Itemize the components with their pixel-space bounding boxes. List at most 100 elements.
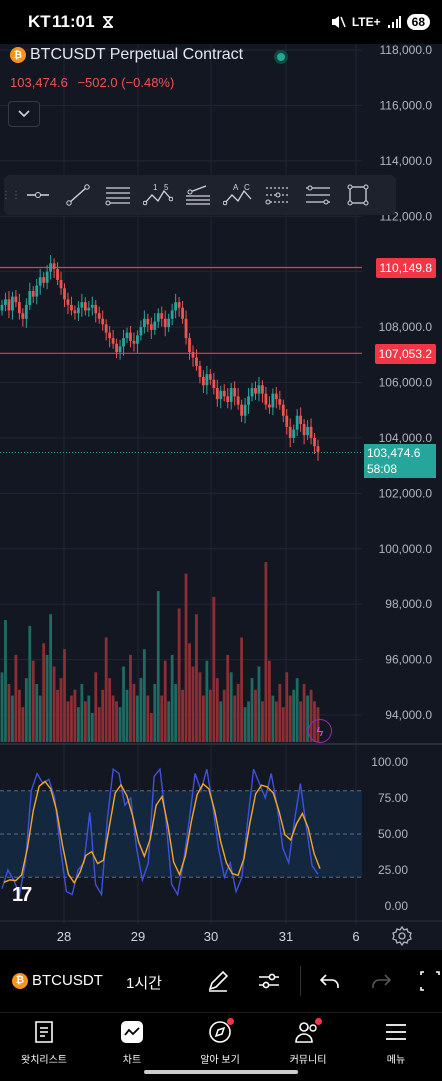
candle-body xyxy=(233,388,237,397)
candle-body xyxy=(118,346,122,353)
volume-bar xyxy=(156,591,160,742)
price-tick-label: 96,000.0 xyxy=(385,653,432,667)
undo-button[interactable] xyxy=(317,968,343,994)
status-time: 11:01 xyxy=(52,12,95,31)
volume-bar xyxy=(125,689,129,742)
candle-body xyxy=(302,424,306,436)
candle-body xyxy=(198,365,202,377)
drag-handle-icon[interactable]: ⋮⋮ xyxy=(1,189,21,201)
candle-body xyxy=(73,310,77,314)
fib-grid-icon xyxy=(265,187,290,205)
symbol-header[interactable]: ₿ BTCUSDT Perpetual Contract xyxy=(10,46,243,64)
volume-bar xyxy=(132,683,136,742)
stoch-tick-label: 25.00 xyxy=(378,863,408,877)
svg-text:5: 5 xyxy=(164,183,169,192)
nav-menu[interactable]: 메뉴 xyxy=(352,1019,440,1073)
candle-body xyxy=(219,390,223,400)
volume-bar xyxy=(142,649,146,742)
fib-retracement-tool[interactable] xyxy=(178,175,218,215)
volume-bar xyxy=(233,695,237,742)
svg-text:C: C xyxy=(244,183,250,192)
fullscreen-button[interactable] xyxy=(418,968,442,994)
bar-countdown: 58:08 xyxy=(367,462,398,476)
candle-body xyxy=(104,324,108,333)
candle-body xyxy=(309,426,313,438)
nav-explore[interactable]: 알아 보기 xyxy=(176,1018,264,1073)
volume-bar xyxy=(257,666,261,742)
notification-dot xyxy=(315,1018,322,1025)
volume-bar xyxy=(118,707,122,742)
parallel-channel-tool[interactable] xyxy=(98,175,138,215)
home-indicator[interactable] xyxy=(144,1070,298,1074)
price-tick-label: 102,000.0 xyxy=(379,486,433,500)
volume-bar xyxy=(149,712,153,742)
volume-bar xyxy=(264,562,268,742)
rectangle-tool[interactable] xyxy=(338,175,378,215)
trend-line-tool[interactable] xyxy=(58,175,98,215)
candle-body xyxy=(125,332,129,339)
candle-body xyxy=(80,302,84,308)
status-right: LTE+ 68 xyxy=(330,12,430,32)
candle-body xyxy=(7,299,11,311)
time-tick-label: 31 xyxy=(279,929,293,944)
volume-bar xyxy=(83,701,87,742)
drawing-button[interactable] xyxy=(205,968,231,994)
volume-bar xyxy=(80,683,84,742)
volume-bar xyxy=(309,689,313,742)
candle-body xyxy=(288,426,292,438)
volume-bar xyxy=(202,695,205,742)
elliott-wave-tool[interactable] xyxy=(298,175,338,215)
volume-bar xyxy=(191,666,195,742)
volume-bar xyxy=(295,678,299,742)
stoch-tick-label: 100.00 xyxy=(371,755,408,769)
volume-bar xyxy=(278,683,282,742)
candle-body xyxy=(177,302,181,308)
volume-bar xyxy=(215,678,219,742)
volume-bar xyxy=(222,689,226,742)
current-price: 103,474.6 xyxy=(367,446,421,460)
sliders-icon xyxy=(259,973,279,989)
alert-lightning-icon[interactable]: ϟ xyxy=(308,719,332,743)
candle-body xyxy=(247,396,250,405)
nav-chart[interactable]: 차트 xyxy=(88,1019,176,1073)
candle-body xyxy=(136,335,139,344)
horizontal-ray-tool[interactable] xyxy=(18,175,58,215)
upper-level-label[interactable]: 110,149.8 xyxy=(375,258,436,278)
candle-body xyxy=(264,393,268,405)
candle-body xyxy=(49,263,53,272)
candle-body xyxy=(56,268,59,280)
collapse-legend-button[interactable] xyxy=(8,101,40,127)
interval-button[interactable]: 1시간 xyxy=(126,975,162,992)
volume-bar xyxy=(52,666,56,742)
volume-bar xyxy=(181,689,184,742)
volume-bar xyxy=(0,672,4,742)
symbol-search-button[interactable]: ₿ BTCUSDT xyxy=(12,972,103,989)
notification-dot xyxy=(227,1018,234,1025)
chart-icon xyxy=(121,1021,143,1043)
nav-watchlist[interactable]: 왓치리스트 xyxy=(0,1019,88,1073)
volume-bar xyxy=(170,654,174,742)
bottom-navigation: 왓치리스트 차트 알아 보기 커뮤니티 메뉴 xyxy=(0,1012,442,1081)
lower-level-label[interactable]: 107,053.2 xyxy=(374,344,436,364)
settings-gear-icon[interactable] xyxy=(392,926,412,946)
volume-bar xyxy=(267,660,271,742)
candle-body xyxy=(42,277,46,283)
candle-body xyxy=(4,299,7,305)
volume-bar xyxy=(104,637,108,742)
nav-community[interactable]: 커뮤니티 xyxy=(264,1018,352,1073)
indicators-button[interactable] xyxy=(256,968,282,994)
redo-icon xyxy=(372,974,392,988)
candle-body xyxy=(76,307,80,314)
fib-grid-tool[interactable] xyxy=(258,175,298,215)
redo-button[interactable] xyxy=(368,968,394,994)
volume-bar xyxy=(302,683,306,742)
candle-body xyxy=(97,313,101,319)
bitcoin-icon: ₿ xyxy=(10,47,26,63)
candle-body xyxy=(281,404,285,416)
volume-bar xyxy=(49,614,53,742)
battery-badge: 68 xyxy=(406,14,430,30)
nav-chart-label: 차트 xyxy=(122,1055,142,1066)
